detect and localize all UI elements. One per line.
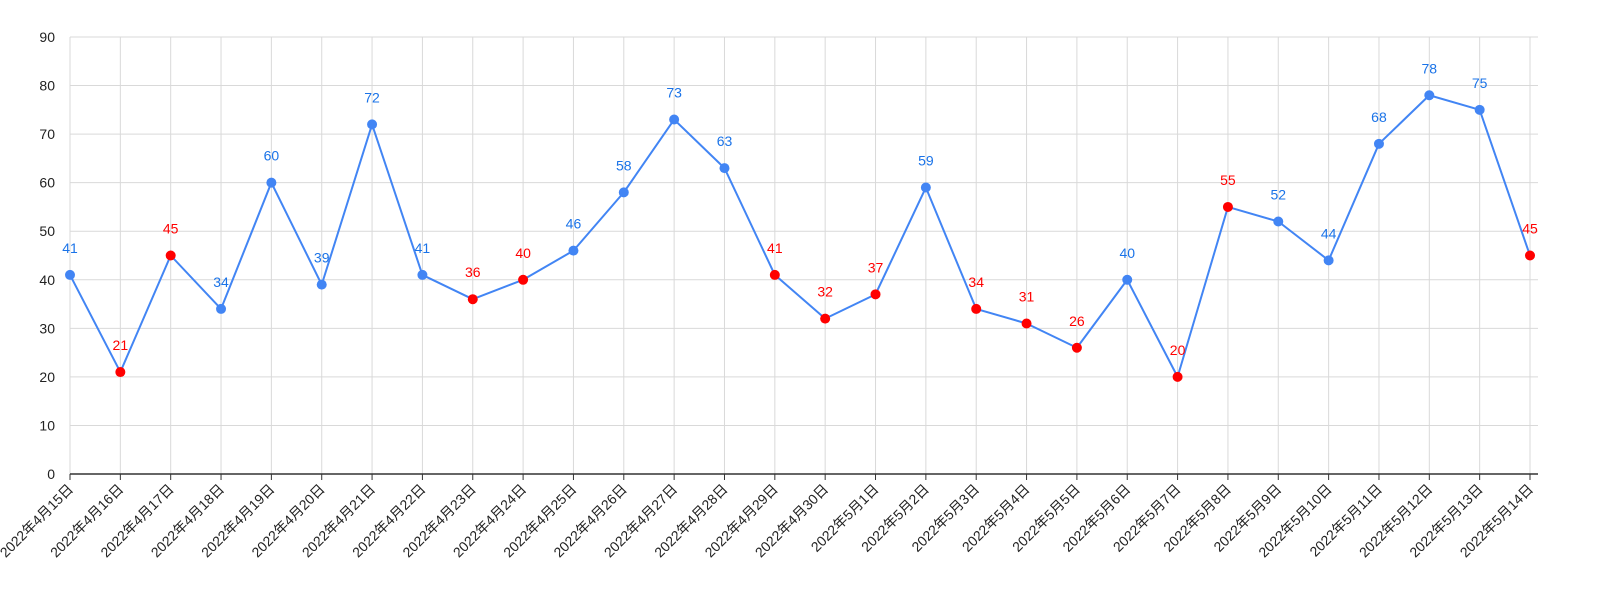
y-tick-label: 50	[39, 223, 55, 239]
data-point	[417, 269, 428, 280]
data-point	[769, 269, 780, 280]
data-point	[719, 163, 730, 174]
data-label: 41	[62, 240, 78, 256]
data-point	[316, 279, 327, 290]
data-label: 40	[1119, 245, 1135, 261]
data-point	[1373, 138, 1384, 149]
data-point	[65, 269, 75, 280]
data-label: 78	[1422, 60, 1438, 76]
data-point	[1222, 201, 1233, 212]
y-tick-label: 90	[39, 29, 55, 45]
data-point	[1172, 371, 1183, 382]
data-point	[1122, 274, 1133, 285]
data-point	[1273, 216, 1284, 227]
y-tick-label: 60	[39, 175, 55, 191]
data-label: 63	[717, 133, 733, 149]
data-label: 32	[817, 284, 833, 300]
data-point	[669, 114, 680, 125]
data-point	[518, 274, 529, 285]
data-label: 59	[918, 153, 934, 169]
data-point	[971, 303, 982, 314]
data-label: 72	[364, 89, 380, 105]
y-tick-label: 20	[39, 369, 55, 385]
data-point	[920, 182, 931, 193]
series-line	[69, 94, 1531, 378]
data-point	[618, 187, 629, 198]
y-tick-label: 0	[47, 466, 55, 482]
data-label: 39	[314, 250, 330, 266]
y-tick-label: 30	[39, 320, 55, 336]
data-point	[1021, 318, 1032, 329]
data-point	[165, 250, 176, 261]
data-label: 31	[1019, 288, 1035, 304]
data-point	[266, 177, 277, 188]
data-label: 58	[616, 157, 632, 173]
data-label: 73	[666, 85, 682, 101]
data-point	[1424, 90, 1435, 101]
data-point	[1071, 342, 1082, 353]
data-point	[367, 119, 378, 130]
data-label: 55	[1220, 172, 1236, 188]
data-label: 40	[515, 245, 531, 261]
data-point	[115, 367, 126, 378]
data-point	[1323, 255, 1334, 266]
data-point	[216, 303, 227, 314]
data-label: 46	[566, 216, 582, 232]
data-point	[1525, 250, 1535, 261]
y-tick-label: 40	[39, 272, 55, 288]
data-label: 34	[213, 274, 229, 290]
data-point	[568, 245, 579, 256]
data-label: 44	[1321, 225, 1337, 241]
data-label: 20	[1170, 342, 1186, 358]
data-point	[870, 289, 881, 300]
data-label: 34	[968, 274, 984, 290]
data-point	[1474, 104, 1485, 115]
y-tick-label: 70	[39, 126, 55, 142]
data-label: 68	[1371, 109, 1387, 125]
data-label: 41	[767, 240, 783, 256]
data-label: 52	[1270, 187, 1286, 203]
data-label: 21	[113, 337, 129, 353]
data-point	[820, 313, 831, 324]
data-label: 26	[1069, 313, 1085, 329]
y-tick-label: 80	[39, 78, 55, 94]
data-label: 41	[415, 240, 431, 256]
y-tick-label: 10	[39, 417, 55, 433]
data-point	[467, 294, 478, 305]
data-label: 36	[465, 264, 481, 280]
data-label: 37	[868, 259, 884, 275]
data-label: 45	[163, 221, 179, 237]
data-label: 75	[1472, 75, 1488, 91]
data-label: 45	[1522, 221, 1538, 237]
data-label: 60	[264, 148, 280, 164]
